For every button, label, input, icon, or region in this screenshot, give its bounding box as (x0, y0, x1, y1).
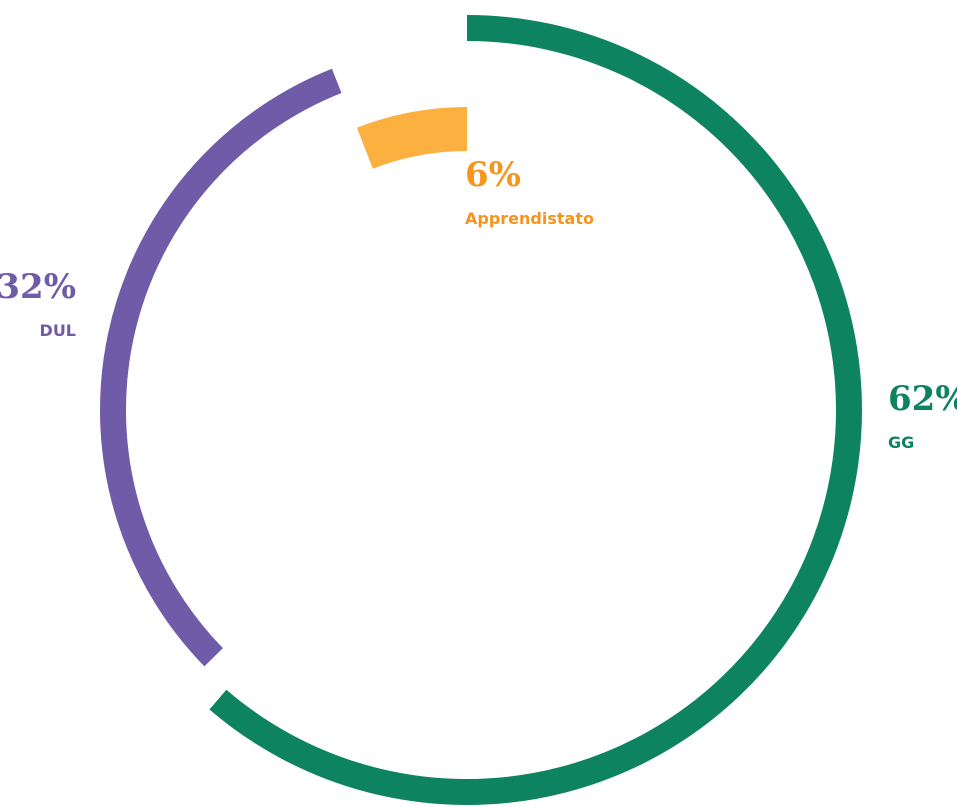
category-label: Apprendistato (465, 209, 594, 228)
arc-segment (209, 15, 862, 805)
arc-segment (100, 68, 342, 667)
arc-segment (356, 107, 468, 169)
value-label: 32% (0, 267, 76, 307)
value-label: 6% (465, 155, 521, 195)
category-label: DUL (40, 321, 76, 340)
category-label: GG (888, 433, 914, 452)
value-label: 62% (888, 379, 957, 419)
